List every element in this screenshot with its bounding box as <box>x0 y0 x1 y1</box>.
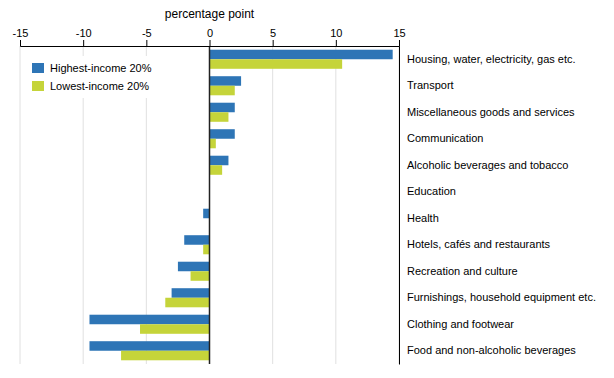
x-tick-label: 0 <box>207 27 213 39</box>
plot: -15 -10 -5 0 5 10 15 percentage point Housing, w… <box>13 7 596 365</box>
x-tick-mark <box>399 40 400 46</box>
x-tick: 10 <box>330 27 342 46</box>
y-tick: Hotels, cafés and restaurants <box>399 238 551 250</box>
y-tick: Alcoholic beverages and tobacco <box>399 159 568 171</box>
bar <box>210 103 235 113</box>
y-tick: Furnishings, household equipment etc. <box>399 291 596 303</box>
y-tick: Education <box>399 185 456 197</box>
bar <box>210 86 235 96</box>
bar <box>89 341 209 351</box>
bar-series <box>121 59 342 360</box>
x-tick-mark <box>83 40 84 46</box>
x-tick-mark <box>20 40 21 46</box>
category-label: Housing, water, electricity, gas etc. <box>407 53 576 65</box>
legend-background <box>26 56 158 98</box>
bar <box>203 245 209 255</box>
legend-swatch <box>32 63 44 73</box>
bar <box>165 298 209 308</box>
grid-line <box>399 46 400 364</box>
bar <box>203 209 209 219</box>
x-axis-line <box>21 40 400 47</box>
bar <box>210 59 343 69</box>
y-axis: Housing, water, electricity, gas etc. Tra… <box>399 47 596 365</box>
x-tick-label: -5 <box>142 27 152 39</box>
y-tick: Transport <box>399 79 454 91</box>
x-axis: -15 -10 -5 0 5 10 15 <box>13 27 406 47</box>
y-axis-line <box>399 47 400 365</box>
x-tick-label: 10 <box>330 27 342 39</box>
legend-swatch <box>32 81 44 91</box>
y-tick: Clothing and footwear <box>399 318 514 330</box>
category-label: Furnishings, household equipment etc. <box>407 291 596 303</box>
category-label: Hotels, cafés and restaurants <box>407 238 551 250</box>
bar <box>191 271 210 281</box>
bar <box>184 235 209 245</box>
bar <box>210 76 242 86</box>
x-tick-mark <box>336 40 337 46</box>
category-label: Education <box>407 185 456 197</box>
bar <box>210 50 393 60</box>
grid <box>20 46 399 364</box>
grid-line <box>335 46 336 364</box>
x-tick-mark <box>273 40 274 46</box>
category-label: Alcoholic beverages and tobacco <box>407 159 568 171</box>
chart: -15 -10 -5 0 5 10 15 percentage point Housing, w… <box>0 0 614 378</box>
x-tick: -5 <box>142 27 152 46</box>
x-tick-label: -10 <box>76 27 92 39</box>
category-label: Clothing and footwear <box>407 318 514 330</box>
bar <box>210 112 229 122</box>
y-tick: Housing, water, electricity, gas etc. <box>399 53 576 65</box>
zero-line <box>209 46 211 364</box>
grid-line <box>209 46 210 364</box>
y-tick: Recreation and culture <box>399 265 518 277</box>
legend: Highest-income 20% Lowest-income 20% <box>26 56 158 98</box>
x-tick-label: -15 <box>13 27 29 39</box>
y-tick: Food and non-alcoholic beverages <box>399 344 576 356</box>
y-tick: Miscellaneous goods and services <box>399 106 575 118</box>
category-label: Miscellaneous goods and services <box>407 106 575 118</box>
bar <box>210 129 235 139</box>
legend-label: Lowest-income 20% <box>50 80 149 92</box>
bar <box>89 315 209 325</box>
bar <box>178 262 210 272</box>
grid-line <box>20 46 21 364</box>
x-tick: 5 <box>270 27 276 46</box>
bar <box>210 139 216 149</box>
x-tick-label: 15 <box>393 27 405 39</box>
x-axis-label: percentage point <box>165 7 255 21</box>
bar <box>140 324 209 334</box>
legend-label: Highest-income 20% <box>50 62 152 74</box>
category-label: Communication <box>407 132 483 144</box>
y-tick: Communication <box>399 132 483 144</box>
x-tick-label: 5 <box>270 27 276 39</box>
x-tick-mark <box>210 40 211 46</box>
x-tick-mark <box>146 40 147 46</box>
bar <box>210 165 223 175</box>
y-tick: Health <box>399 212 439 224</box>
x-tick: -10 <box>76 27 92 46</box>
legend-item: Lowest-income 20% <box>32 80 149 92</box>
x-tick: -15 <box>13 27 29 46</box>
x-tick: 15 <box>393 27 405 46</box>
category-label: Health <box>407 212 439 224</box>
legend-item: Highest-income 20% <box>32 62 152 74</box>
bar <box>210 156 229 166</box>
grid-line <box>272 46 273 364</box>
category-label: Food and non-alcoholic beverages <box>407 344 576 356</box>
bar <box>172 288 210 298</box>
bar <box>121 351 209 361</box>
x-tick: 0 <box>207 27 213 46</box>
category-label: Recreation and culture <box>407 265 518 277</box>
category-label: Transport <box>407 79 454 91</box>
